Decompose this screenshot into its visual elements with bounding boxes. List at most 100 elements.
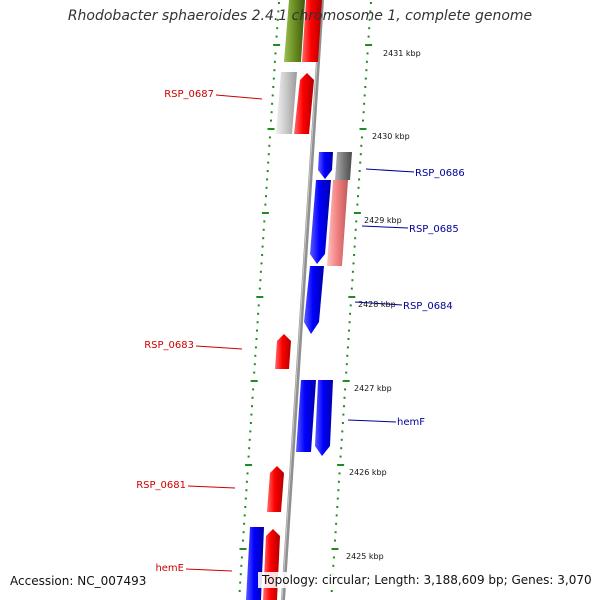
gene-arrow-pseudo-gray	[276, 72, 297, 134]
minor-tick	[277, 10, 280, 13]
gene-arrow-gray	[335, 152, 352, 180]
minor-tick	[261, 245, 264, 248]
minor-tick	[268, 144, 271, 147]
gene-arrow-rsp0686[interactable]	[318, 152, 333, 179]
major-tick	[342, 380, 350, 382]
minor-tick	[366, 52, 369, 55]
minor-tick	[343, 405, 345, 408]
major-tick	[245, 464, 253, 466]
gene-arrow-rsp0681[interactable]	[267, 466, 284, 512]
minor-tick	[260, 262, 263, 265]
minor-tick	[277, 2, 280, 4]
kbp-label: 2427 kbp	[354, 384, 392, 393]
kbp-label: 2426 kbp	[349, 468, 387, 477]
minor-tick	[258, 287, 261, 290]
minor-tick	[266, 178, 269, 181]
gene-label-rsp0685[interactable]: RSP_0685	[409, 224, 459, 235]
gene-label-hemE[interactable]: hemE	[155, 563, 184, 574]
backbone-highlight	[281, 0, 322, 600]
minor-tick	[265, 195, 267, 198]
connector-rsp0684	[354, 301, 403, 306]
minor-tick	[263, 220, 266, 223]
gene-arrow-rsp0683[interactable]	[275, 334, 291, 369]
minor-tick	[240, 564, 243, 567]
connector-hemF	[347, 419, 397, 423]
minor-tick	[245, 480, 248, 483]
gene-arrow-rsp0684[interactable]	[304, 266, 324, 334]
gene-label-hemF[interactable]: hemF	[397, 417, 425, 428]
minor-tick	[365, 69, 368, 72]
minor-tick	[336, 506, 339, 508]
minor-tick	[341, 422, 344, 424]
minor-tick	[251, 405, 253, 408]
minor-tick	[249, 430, 252, 433]
minor-tick	[362, 119, 364, 122]
connector-rsp0681	[187, 485, 236, 489]
minor-tick	[362, 111, 365, 114]
minor-tick	[248, 438, 251, 441]
gene-arrow-hemF-1[interactable]	[296, 380, 316, 452]
major-tick	[348, 296, 356, 298]
minor-tick	[347, 338, 350, 340]
gene-arrow-pink	[327, 180, 348, 266]
gene-arrow-hemE-blue[interactable]	[246, 527, 264, 600]
connector-rsp0685	[361, 225, 409, 229]
gene-label-rsp0687[interactable]: RSP_0687	[164, 89, 214, 100]
minor-tick	[340, 438, 343, 441]
gene-arrow-hemE[interactable]	[263, 529, 280, 600]
minor-tick	[359, 153, 362, 156]
major-tick	[261, 212, 269, 214]
minor-tick	[332, 564, 335, 567]
minor-tick	[239, 573, 242, 576]
minor-tick	[243, 514, 246, 517]
minor-tick	[332, 556, 335, 559]
minor-tick	[246, 472, 249, 475]
minor-tick	[354, 228, 357, 231]
minor-tick	[360, 136, 363, 139]
minor-tick	[369, 10, 372, 13]
gene-label-rsp0681[interactable]: RSP_0681	[136, 480, 186, 491]
minor-tick	[342, 413, 345, 416]
minor-tick	[355, 220, 358, 223]
minor-tick	[244, 506, 247, 508]
major-tick	[337, 464, 345, 466]
minor-tick	[367, 35, 370, 38]
minor-tick	[239, 581, 242, 584]
outer-tick-track	[330, 2, 373, 592]
major-tick	[256, 296, 264, 298]
minor-tick	[256, 321, 259, 324]
inner-tick-track	[238, 2, 281, 592]
minor-tick	[240, 556, 243, 559]
connector-hemE	[185, 568, 233, 572]
minor-tick	[272, 86, 275, 88]
minor-tick	[272, 77, 275, 80]
backbone-line	[281, 0, 324, 600]
minor-tick	[346, 354, 349, 357]
kbp-label: 2425 kbp	[346, 552, 384, 561]
minor-tick	[348, 321, 351, 324]
minor-tick	[267, 153, 270, 156]
gene-arrow-rsp0687[interactable]	[294, 73, 314, 134]
minor-tick	[251, 396, 254, 399]
gene-arrow-rsp0685[interactable]	[310, 180, 331, 264]
minor-tick	[337, 480, 340, 483]
gene-arrow-olive	[284, 0, 305, 62]
minor-tick	[356, 203, 359, 206]
minor-tick	[345, 371, 348, 374]
minor-tick	[351, 270, 354, 273]
gene-label-rsp0684[interactable]: RSP_0684	[403, 301, 453, 312]
gene-arrows	[246, 0, 352, 600]
minor-tick	[360, 144, 363, 147]
minor-tick	[244, 497, 247, 500]
gene-label-rsp0683[interactable]: RSP_0683	[144, 340, 194, 351]
minor-tick	[242, 531, 245, 534]
gene-arrow-hemF-2[interactable]	[315, 380, 333, 456]
minor-tick	[357, 186, 360, 189]
minor-tick	[357, 195, 359, 198]
minor-tick	[270, 119, 272, 122]
connector-rsp0687	[215, 94, 263, 100]
minor-tick	[253, 371, 256, 374]
gene-label-rsp0686[interactable]: RSP_0686	[415, 168, 465, 179]
minor-tick	[261, 254, 264, 256]
minor-tick	[276, 18, 279, 21]
